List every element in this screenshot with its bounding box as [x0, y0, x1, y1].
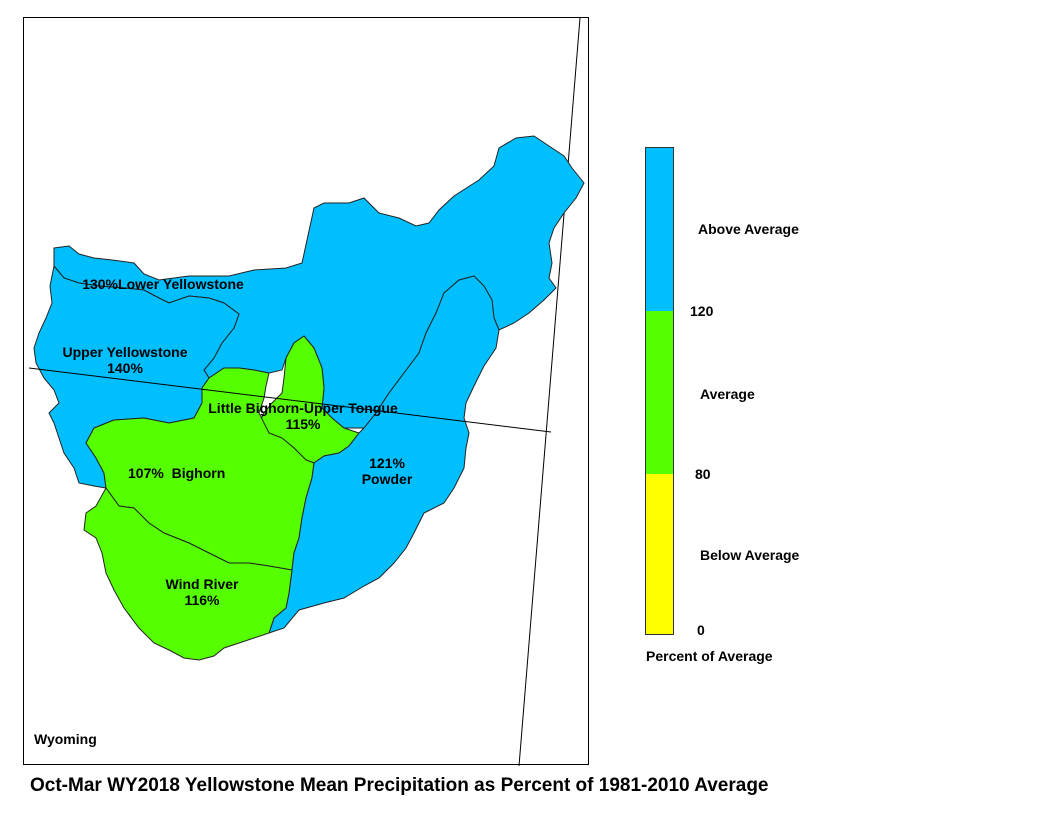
- state-label-wyoming: Wyoming: [34, 731, 97, 747]
- legend-swatch-below: [646, 474, 673, 634]
- legend-swatch-above: [646, 148, 673, 311]
- legend-label-average: Average: [700, 386, 755, 402]
- label-wind-river: Wind River 116%: [165, 576, 239, 608]
- legend-color-bar: [645, 147, 674, 635]
- basin-shape-wind-river: [83, 487, 293, 661]
- legend-tick-80: 80: [695, 466, 711, 482]
- legend-swatch-average: [646, 311, 673, 474]
- label-little-bighorn-upper-tongue: Little Bighorn-Upper Tongue 115%: [208, 400, 398, 432]
- legend-tick-0: 0: [697, 622, 705, 638]
- label-powder: 121% Powder: [361, 455, 413, 487]
- legend-tick-120: 120: [690, 303, 714, 319]
- basin-map: [28, 18, 585, 766]
- state-border-north: [28, 367, 552, 433]
- map-title: Oct-Mar WY2018 Yellowstone Mean Precipit…: [30, 775, 769, 796]
- map-frame: 130%Lower Yellowstone Upper Yellowstone …: [23, 17, 589, 766]
- legend-label-below: Below Average: [700, 547, 800, 563]
- label-lower-yellowstone: 130%Lower Yellowstone: [82, 276, 244, 292]
- label-bighorn: 107% Bighorn: [128, 465, 226, 481]
- state-border-east: [518, 18, 581, 766]
- basin-shape-powder: [268, 275, 500, 634]
- legend-caption: Percent of Average: [646, 648, 773, 664]
- legend-label-above: Above Average: [698, 221, 799, 237]
- label-upper-yellowstone: Upper Yellowstone 140%: [62, 344, 188, 376]
